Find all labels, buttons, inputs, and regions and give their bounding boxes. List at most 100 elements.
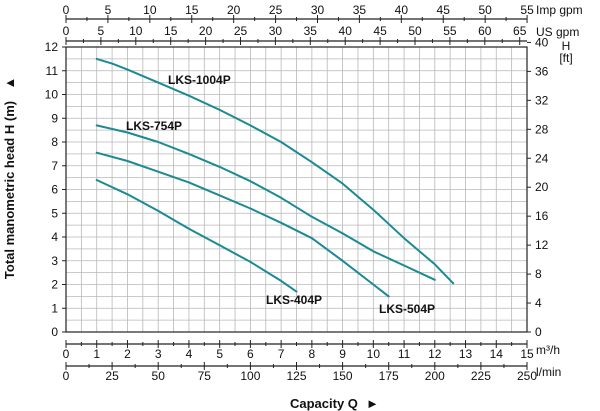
left-tick-label: 2 (51, 278, 58, 292)
right-tick-label: 4 (535, 296, 542, 310)
curves (95, 57, 455, 298)
top-imp-tick-label: 30 (311, 3, 325, 17)
bottom-m3h-tick-label: 5 (216, 347, 223, 361)
top-us-tick-label: 10 (129, 24, 143, 38)
left-tick-label: 5 (51, 206, 58, 220)
x-axis-arrow: ► (366, 396, 379, 411)
left-tick-label: 8 (51, 135, 58, 149)
grid (66, 47, 527, 332)
bottom-lmin-tick-label: 125 (286, 369, 306, 383)
bottom-m3h-tick-label: 4 (186, 347, 193, 361)
top-imp-tick-label: 0 (63, 3, 70, 17)
top-us-tick-label: 35 (304, 24, 318, 38)
top-us-tick-label: 60 (478, 24, 492, 38)
bottom-lmin-tick-label: 250 (517, 369, 537, 383)
right-tick-label: 0 (535, 325, 542, 339)
bottom-m3h-tick-label: 7 (278, 347, 285, 361)
curve-lks-404p (95, 179, 298, 293)
bottom-lmin-tick-label: 150 (333, 369, 353, 383)
right-tick-label: 8 (535, 267, 542, 281)
top-us-tick-label: 30 (269, 24, 283, 38)
m3h-unit: m³/h (536, 343, 560, 357)
y-axis-title: Total manometric head H (m) (2, 101, 17, 279)
top-us-tick-label: 25 (234, 24, 248, 38)
bottom-m3h-tick-label: 15 (520, 347, 534, 361)
bottom-lmin-tick-label: 50 (152, 369, 166, 383)
curve-lks-1004p (95, 57, 455, 285)
lmin-unit: l/min (536, 365, 561, 379)
bottom-m3h-tick-label: 3 (155, 347, 162, 361)
left-tick-label: 12 (45, 40, 59, 54)
bottom-lmin-tick-label: 100 (240, 369, 260, 383)
top-imp-tick-label: 40 (395, 3, 409, 17)
left-tick-label: 0 (51, 325, 58, 339)
top-imp-tick-label: 25 (269, 3, 283, 17)
right-tick-label: 40 (535, 35, 549, 49)
top-us-tick-label: 65 (513, 24, 527, 38)
y-axis-title-group: Total manometric head H (m) ▲ (2, 77, 17, 280)
top-us-tick-label: 0 (63, 24, 70, 38)
top-imp-tick-label: 35 (353, 3, 367, 17)
curve-lks-754p (95, 124, 436, 281)
left-tick-label: 7 (51, 159, 58, 173)
bottom-m3h-tick-label: 9 (339, 347, 346, 361)
right-unit-h: H (562, 39, 571, 53)
right-tick-label: 32 (535, 93, 549, 107)
curve-lks-504p (95, 151, 390, 298)
right-tick-label: 28 (535, 122, 549, 136)
series-label-lks-754p: LKS-754P (126, 119, 182, 133)
bottom-lmin-tick-label: 0 (63, 369, 70, 383)
bottom-m3h-tick-label: 12 (428, 347, 442, 361)
top-us-tick-label: 55 (443, 24, 457, 38)
bottom-m3h-tick-label: 0 (63, 347, 70, 361)
top-imp-tick-label: 5 (105, 3, 112, 17)
right-tick-label: 12 (535, 238, 549, 252)
left-tick-label: 1 (51, 301, 58, 315)
bottom-m3h-tick-label: 1 (93, 347, 100, 361)
bottom-m3h-tick-label: 13 (459, 347, 473, 361)
bottom-m3h-tick-label: 2 (124, 347, 131, 361)
left-tick-label: 9 (51, 111, 58, 125)
right-tick-label: 36 (535, 64, 549, 78)
right-tick-label: 20 (535, 180, 549, 194)
bottom-lmin-tick-label: 200 (425, 369, 445, 383)
top-imp-tick-label: 45 (437, 3, 451, 17)
series-label-lks-1004p: LKS-1004P (168, 73, 231, 87)
left-tick-label: 4 (51, 230, 58, 244)
top-imp-tick-label: 15 (185, 3, 199, 17)
top-imp-tick-label: 10 (143, 3, 157, 17)
top-us-tick-label: 5 (98, 24, 105, 38)
bottom-lmin-tick-label: 25 (105, 369, 119, 383)
series-label-lks-504p: LKS-504P (379, 302, 435, 316)
bottom-m3h-tick-label: 11 (398, 347, 411, 361)
top-us-tick-label: 15 (164, 24, 178, 38)
top-imp-tick-label: 50 (478, 3, 492, 17)
imp-gpm-unit: Imp gpm (536, 3, 583, 17)
y-axis-arrow: ▲ (2, 77, 17, 90)
bottom-lmin-tick-label: 225 (471, 369, 491, 383)
top-imp-tick-label: 20 (227, 3, 241, 17)
bottom-lmin-tick-label: 175 (379, 369, 399, 383)
right-tick-label: 24 (535, 151, 549, 165)
series-label-lks-404p: LKS-404P (266, 293, 322, 307)
bottom-m3h-tick-label: 6 (247, 347, 254, 361)
bottom-m3h-tick-label: 14 (490, 347, 504, 361)
bottom-m3h-tick-label: 8 (309, 347, 316, 361)
top-us-tick-label: 50 (408, 24, 422, 38)
left-tick-label: 3 (51, 254, 58, 268)
left-tick-label: 6 (51, 183, 58, 197)
right-unit-ft: [ft] (559, 51, 572, 65)
left-tick-label: 10 (45, 88, 59, 102)
top-us-tick-label: 45 (373, 24, 387, 38)
us-gpm-unit: US gpm (536, 25, 579, 39)
left-tick-label: 11 (46, 64, 59, 78)
top-us-tick-label: 40 (339, 24, 353, 38)
right-tick-label: 16 (535, 209, 549, 223)
bottom-lmin-tick-label: 75 (198, 369, 212, 383)
bottom-m3h-tick-label: 10 (367, 347, 381, 361)
x-axis-title: Capacity Q (290, 396, 358, 411)
top-imp-tick-label: 55 (520, 3, 534, 17)
